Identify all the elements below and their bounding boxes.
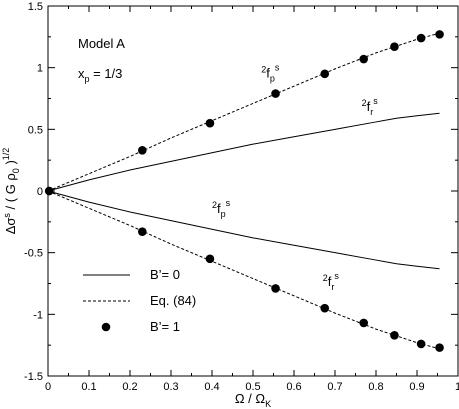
x-tick-label-9: 0.9 (409, 381, 424, 393)
model-label: Model A (78, 36, 125, 51)
y-tick-label-1: -1 (33, 309, 43, 321)
series-line-0 (47, 112, 440, 192)
data-point-s4-4 (320, 69, 330, 79)
data-point-s5-0 (44, 186, 54, 196)
data-point-s5-5 (359, 318, 369, 328)
plot-frame (47, 5, 459, 377)
y-tick-label-2: -0.5 (24, 248, 43, 260)
data-point-s5-6 (390, 331, 399, 340)
y-axis-title: Δσs / ( G ρ0 )1/2 (1, 148, 21, 235)
data-point-s4-3 (271, 89, 280, 98)
data-point-s4-2 (205, 118, 215, 128)
curve-label-fr-upper: 2frs (362, 96, 379, 117)
legend-label-marker: B’= 1 (150, 319, 180, 334)
series-line-3 (47, 190, 440, 350)
data-point-s4-8 (435, 30, 444, 39)
legend: B’= 0 Eq. (84) B’= 1 (83, 267, 196, 334)
series-line-1 (47, 190, 440, 270)
y-tick-label-5: 1 (37, 63, 43, 75)
data-point-s5-4 (320, 303, 330, 313)
x-tick-label-2: 0.2 (122, 381, 137, 393)
x-tick-label-6: 0.6 (286, 381, 301, 393)
x-axis-title: Ω / ΩK (235, 391, 271, 409)
data-point-s4-6 (390, 42, 399, 51)
data-point-s4-7 (416, 33, 426, 43)
legend-label-dashed: Eq. (84) (150, 293, 196, 308)
y-tick-label-4: 0.5 (28, 124, 43, 136)
x-tick-label-8: 0.8 (368, 381, 383, 393)
x-tick-label-10: 1 (455, 381, 459, 393)
curve-label-fp-lower: 2fps (212, 198, 231, 219)
x-tick-label-4: 0.4 (204, 381, 219, 393)
data-point-s5-3 (271, 284, 280, 293)
data-point-s4-5 (359, 54, 369, 64)
x-tick-label-0: 0 (45, 381, 51, 393)
data-point-s5-8 (435, 343, 444, 352)
y-tick-label-0: -1.5 (24, 371, 43, 383)
x-tick-label-1: 0.1 (81, 381, 96, 393)
data-point-s4-1 (138, 146, 147, 155)
legend-label-solid: B’= 0 (150, 267, 180, 282)
x-tick-label-5: 0.5 (245, 381, 260, 393)
curve-label-fr-lower: 2frs (323, 271, 340, 292)
y-tick-label-6: 1.5 (28, 1, 43, 13)
xp-label: xp = 1/3 (78, 66, 122, 84)
data-point-s5-2 (205, 254, 215, 264)
x-tick-label-3: 0.3 (163, 381, 178, 393)
y-tick-label-3: 0 (37, 186, 43, 198)
x-tick-label-7: 0.7 (327, 381, 342, 393)
series-line-2 (47, 32, 440, 192)
data-point-s5-7 (416, 339, 426, 349)
curve-label-fp-upper: 2fps (261, 63, 280, 84)
legend-swatch-marker (101, 322, 111, 332)
data-point-s5-1 (138, 227, 147, 236)
